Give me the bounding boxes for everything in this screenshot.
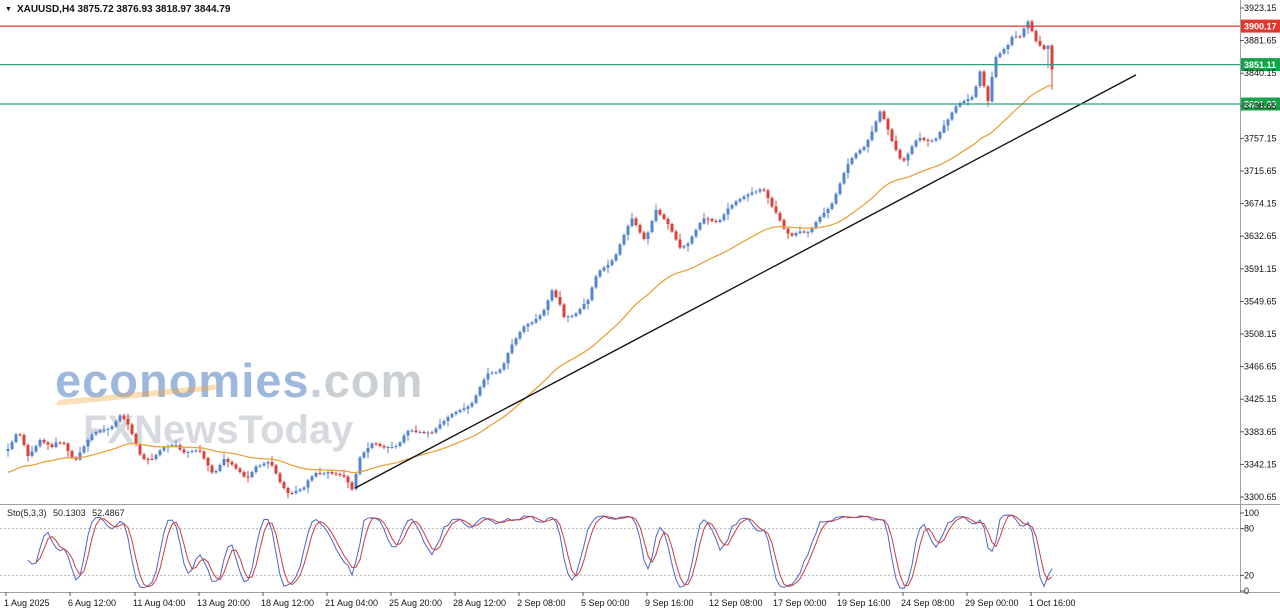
- svg-text:29 Sep 00:00: 29 Sep 00:00: [965, 598, 1019, 608]
- svg-text:24 Sep 08:00: 24 Sep 08:00: [901, 598, 955, 608]
- stochastic-label: Sto(5,3,3): [7, 508, 47, 518]
- watermark-brand: economies.com: [55, 356, 423, 405]
- chart-frame: [0, 0, 1280, 593]
- svg-text:13 Aug 20:00: 13 Aug 20:00: [197, 598, 250, 608]
- symbol-ohlc-text: XAUUSD,H4 3875.72 3876.93 3818.97 3844.7…: [16, 4, 231, 15]
- watermark-brand-suffix: .com: [309, 354, 424, 407]
- svg-text:28 Aug 12:00: 28 Aug 12:00: [453, 598, 506, 608]
- level-line-current-price[interactable]: 3851.11: [0, 58, 1280, 72]
- svg-text:3342.15: 3342.15: [1244, 459, 1277, 469]
- svg-text:17 Sep 00:00: 17 Sep 00:00: [773, 598, 827, 608]
- svg-text:1 Oct 16:00: 1 Oct 16:00: [1029, 598, 1076, 608]
- svg-text:3900.17: 3900.17: [1244, 22, 1277, 32]
- svg-text:3923.15: 3923.15: [1244, 3, 1277, 13]
- svg-text:3674.15: 3674.15: [1244, 199, 1277, 209]
- stochastic-value-main: 50.1303: [53, 508, 86, 518]
- svg-text:3383.65: 3383.65: [1244, 427, 1277, 437]
- price-badge-resistance: [1241, 19, 1280, 33]
- svg-text:3632.65: 3632.65: [1244, 231, 1277, 241]
- svg-text:3881.65: 3881.65: [1244, 36, 1277, 46]
- chart-header: ▼ XAUUSD,H4 3875.72 3876.93 3818.97 3844…: [5, 4, 230, 15]
- stochastic-signal-line: [35, 514, 1053, 588]
- price-badge-current-price: [1241, 58, 1280, 72]
- svg-text:3801.00: 3801.00: [1244, 100, 1277, 110]
- stochastic-lines: [27, 514, 1053, 589]
- candles-layer: [6, 19, 1054, 499]
- level-line-support[interactable]: 3801.00: [0, 97, 1280, 111]
- svg-text:3466.65: 3466.65: [1244, 362, 1277, 372]
- svg-text:20: 20: [1244, 570, 1254, 580]
- svg-text:21 Aug 04:00: 21 Aug 04:00: [325, 598, 378, 608]
- svg-text:11 Aug 04:00: 11 Aug 04:00: [133, 598, 185, 608]
- trendline[interactable]: [354, 74, 1137, 489]
- svg-text:3425.15: 3425.15: [1244, 394, 1277, 404]
- svg-text:3851.11: 3851.11: [1244, 60, 1276, 70]
- watermark-brand-name: economies: [55, 354, 310, 407]
- svg-text:100: 100: [1244, 508, 1259, 518]
- svg-text:3715.65: 3715.65: [1244, 166, 1277, 176]
- svg-text:3798.65: 3798.65: [1244, 101, 1277, 111]
- svg-text:3840.15: 3840.15: [1244, 68, 1277, 78]
- stochastic-axis[interactable]: 100 80 20 0: [1240, 508, 1259, 596]
- svg-text:18 Aug 12:00: 18 Aug 12:00: [261, 598, 314, 608]
- time-axis[interactable]: 1 Aug 2025 6 Aug 12:00 11 Aug 04:00 13 Aug …: [4, 592, 1076, 608]
- svg-text:3591.15: 3591.15: [1244, 264, 1277, 274]
- level-line-resistance[interactable]: 3900.17: [0, 19, 1280, 33]
- svg-text:6 Aug 12:00: 6 Aug 12:00: [68, 598, 116, 608]
- symbol-dropdown-icon[interactable]: ▼: [5, 6, 12, 13]
- stochastic-header: Sto(5,3,3) 50.1303 52.4867: [7, 508, 129, 518]
- svg-text:2 Sep 08:00: 2 Sep 08:00: [517, 598, 566, 608]
- svg-text:3757.15: 3757.15: [1244, 133, 1277, 143]
- stochastic-value-signal: 52.4867: [92, 508, 125, 518]
- price-badge-support: [1241, 97, 1280, 111]
- moving-average-line[interactable]: [7, 84, 1053, 474]
- svg-text:3549.65: 3549.65: [1244, 296, 1277, 306]
- svg-text:0: 0: [1244, 586, 1249, 596]
- price-axis[interactable]: 3300.65 3342.15 3383.65 3425.15 3466.65 3508.…: [1240, 3, 1277, 502]
- svg-text:80: 80: [1244, 524, 1254, 534]
- svg-text:19 Sep 16:00: 19 Sep 16:00: [837, 598, 891, 608]
- svg-text:25 Aug 20:00: 25 Aug 20:00: [389, 598, 442, 608]
- svg-text:3300.65: 3300.65: [1244, 492, 1277, 502]
- stochastic-main-line: [27, 514, 1053, 589]
- svg-text:3508.15: 3508.15: [1244, 329, 1277, 339]
- svg-text:9 Sep 16:00: 9 Sep 16:00: [645, 598, 694, 608]
- svg-text:1 Aug 2025: 1 Aug 2025: [4, 598, 50, 608]
- svg-text:5 Sep 00:00: 5 Sep 00:00: [581, 598, 630, 608]
- svg-text:12 Sep 08:00: 12 Sep 08:00: [709, 598, 763, 608]
